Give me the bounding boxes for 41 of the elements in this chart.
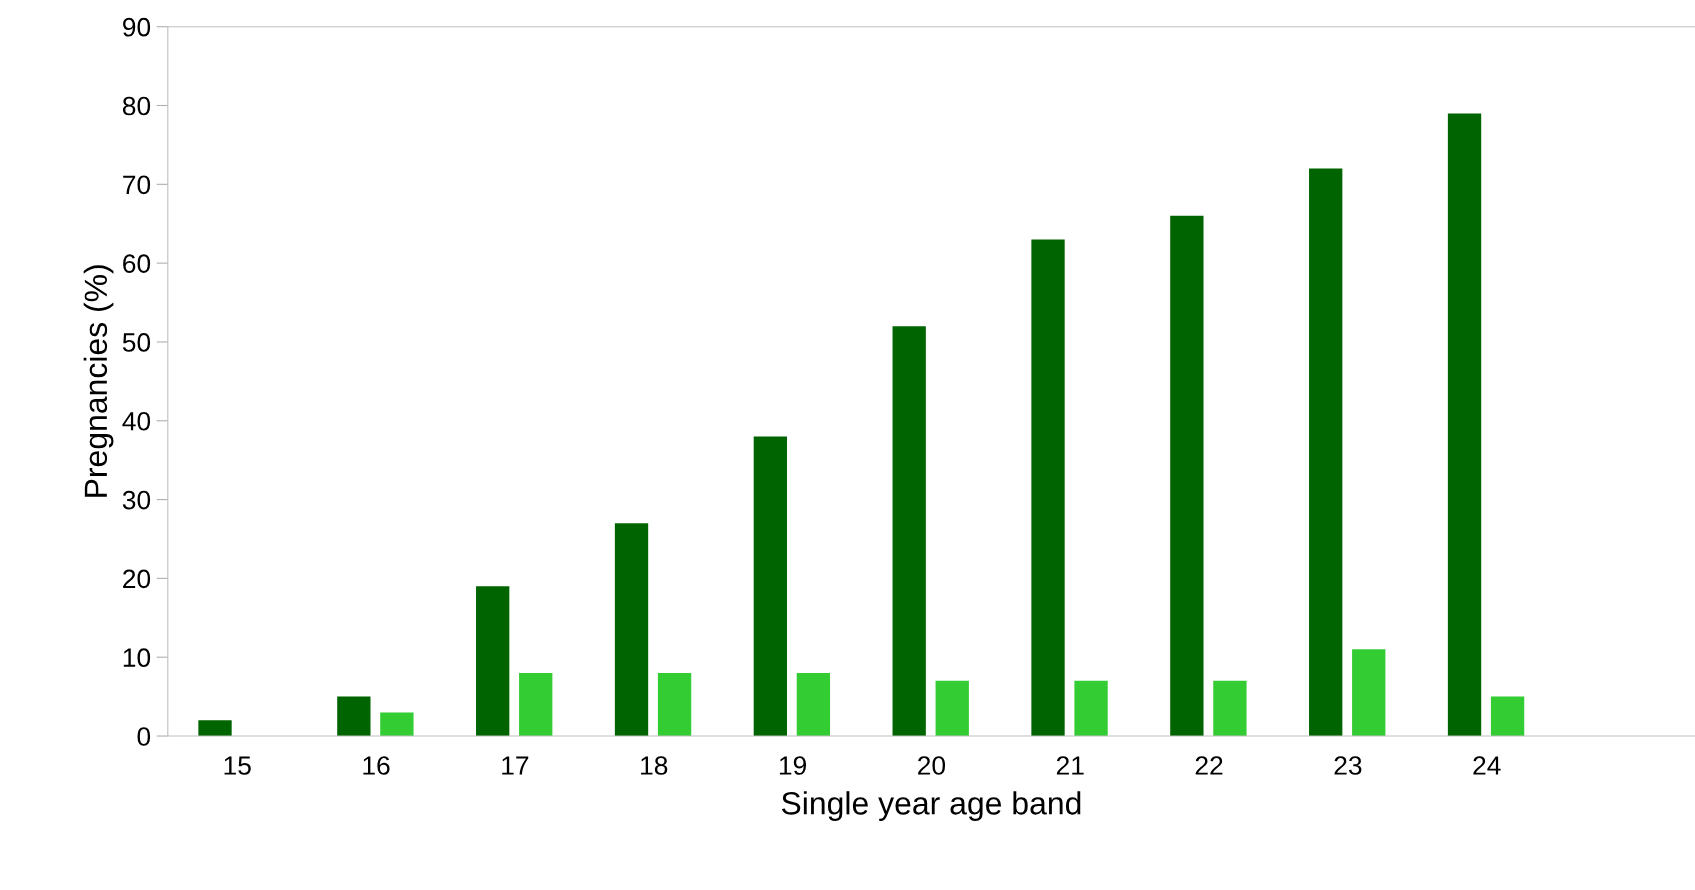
bar <box>1170 215 1204 737</box>
x-tick-label: 22 <box>1195 756 1223 775</box>
x-tick-label: 24 <box>1473 756 1501 775</box>
bar <box>657 672 692 737</box>
bar <box>935 680 969 737</box>
bar <box>198 720 232 737</box>
bar <box>380 712 414 737</box>
bar <box>476 586 510 737</box>
x-tick-label: 19 <box>779 756 806 775</box>
bar <box>337 696 371 737</box>
y-tick-label: 50 <box>122 333 151 352</box>
bar <box>753 436 788 737</box>
y-tick-label: 70 <box>123 175 151 195</box>
y-tick-label: 0 <box>137 727 151 746</box>
x-tick-label: 20 <box>918 756 946 775</box>
y-tick-label: 80 <box>122 96 151 116</box>
y-tick-label: 30 <box>122 490 151 510</box>
bar <box>614 523 649 737</box>
x-axis-title: Single year age band <box>781 791 1081 821</box>
x-tick-label: 16 <box>363 756 390 775</box>
bar <box>1490 696 1525 737</box>
bar <box>1309 168 1343 737</box>
x-tick-label: 17 <box>502 756 529 775</box>
bar <box>1074 680 1108 737</box>
x-tick-label: 18 <box>641 756 668 775</box>
y-axis-title: Pregnancies (%) <box>83 265 114 497</box>
bar <box>1352 649 1386 737</box>
y-tick-label: 20 <box>123 569 151 589</box>
x-tick-label: 23 <box>1334 756 1362 775</box>
x-tick-label: 21 <box>1056 756 1084 775</box>
y-tick-label: 10 <box>123 648 151 668</box>
bar <box>519 672 553 737</box>
y-tick-label: 60 <box>123 254 151 273</box>
bar <box>1031 239 1065 737</box>
bar <box>892 326 926 737</box>
bar <box>796 672 831 737</box>
bar <box>1447 113 1482 737</box>
y-tick-label: 40 <box>122 411 151 431</box>
y-tick-label: 90 <box>123 17 151 37</box>
bar <box>1213 680 1247 737</box>
x-tick-label: 15 <box>224 756 251 775</box>
